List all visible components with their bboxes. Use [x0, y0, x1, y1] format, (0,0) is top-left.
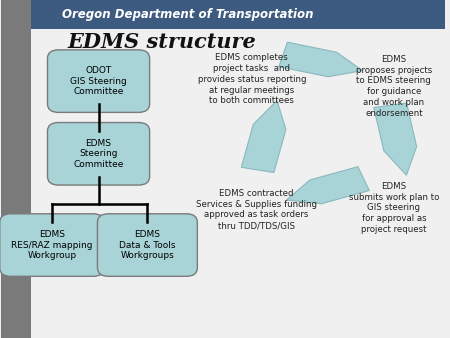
- Text: EDMS
Steering
Committee: EDMS Steering Committee: [73, 139, 124, 169]
- Text: ODOT
GIS Steering
Committee: ODOT GIS Steering Committee: [70, 66, 127, 96]
- Text: EDMS
RES/RAZ mapping
Workgroup: EDMS RES/RAZ mapping Workgroup: [11, 230, 93, 260]
- Polygon shape: [279, 42, 363, 77]
- Text: EDMS
Data & Tools
Workgroups: EDMS Data & Tools Workgroups: [119, 230, 176, 260]
- Polygon shape: [374, 103, 417, 175]
- FancyBboxPatch shape: [98, 214, 198, 276]
- Text: EDMS
proposes projects
to EDMS steering
for guidance
and work plan
endorsement: EDMS proposes projects to EDMS steering …: [356, 55, 432, 118]
- Text: Oregon Department of Transportation: Oregon Department of Transportation: [62, 8, 313, 21]
- FancyBboxPatch shape: [48, 123, 150, 185]
- Text: EDMS contracted
Services & Supplies funding
approved as task orders
thru TDD/TDS: EDMS contracted Services & Supplies fund…: [196, 189, 317, 230]
- Text: EDMS completes
project tasks  and
provides status reporting
at regular meetings
: EDMS completes project tasks and provide…: [198, 53, 306, 105]
- Text: EDMS
submits work plan to
GIS steering
for approval as
project request: EDMS submits work plan to GIS steering f…: [349, 182, 439, 234]
- Polygon shape: [241, 100, 286, 173]
- Polygon shape: [287, 167, 369, 204]
- FancyBboxPatch shape: [0, 214, 104, 276]
- FancyBboxPatch shape: [31, 0, 445, 29]
- FancyBboxPatch shape: [1, 0, 31, 338]
- Text: EDMS structure: EDMS structure: [68, 32, 256, 52]
- FancyBboxPatch shape: [48, 50, 150, 112]
